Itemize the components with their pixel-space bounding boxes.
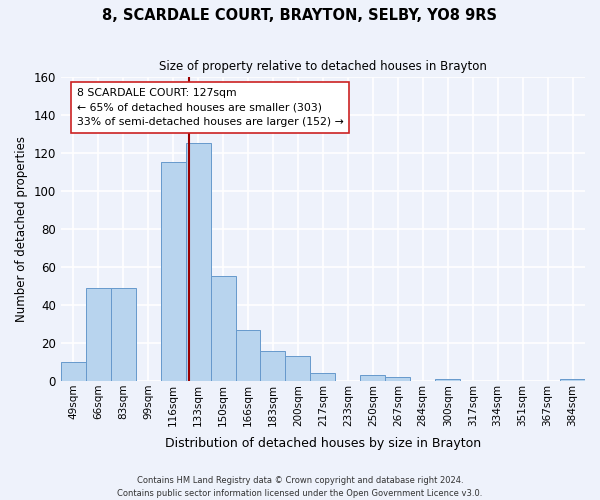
Bar <box>385 377 410 381</box>
Y-axis label: Number of detached properties: Number of detached properties <box>15 136 28 322</box>
Bar <box>61 362 86 381</box>
X-axis label: Distribution of detached houses by size in Brayton: Distribution of detached houses by size … <box>165 437 481 450</box>
Bar <box>361 376 385 381</box>
Bar <box>560 379 585 381</box>
Bar <box>435 379 460 381</box>
Bar <box>185 144 211 381</box>
Bar <box>286 356 310 381</box>
Bar <box>161 162 185 381</box>
Bar <box>236 330 260 381</box>
Bar <box>86 288 111 381</box>
Bar <box>211 276 236 381</box>
Bar <box>310 374 335 381</box>
Bar <box>111 288 136 381</box>
Title: Size of property relative to detached houses in Brayton: Size of property relative to detached ho… <box>159 60 487 73</box>
Text: 8, SCARDALE COURT, BRAYTON, SELBY, YO8 9RS: 8, SCARDALE COURT, BRAYTON, SELBY, YO8 9… <box>103 8 497 22</box>
Text: 8 SCARDALE COURT: 127sqm
← 65% of detached houses are smaller (303)
33% of semi-: 8 SCARDALE COURT: 127sqm ← 65% of detach… <box>77 88 343 127</box>
Bar <box>260 350 286 381</box>
Text: Contains HM Land Registry data © Crown copyright and database right 2024.
Contai: Contains HM Land Registry data © Crown c… <box>118 476 482 498</box>
